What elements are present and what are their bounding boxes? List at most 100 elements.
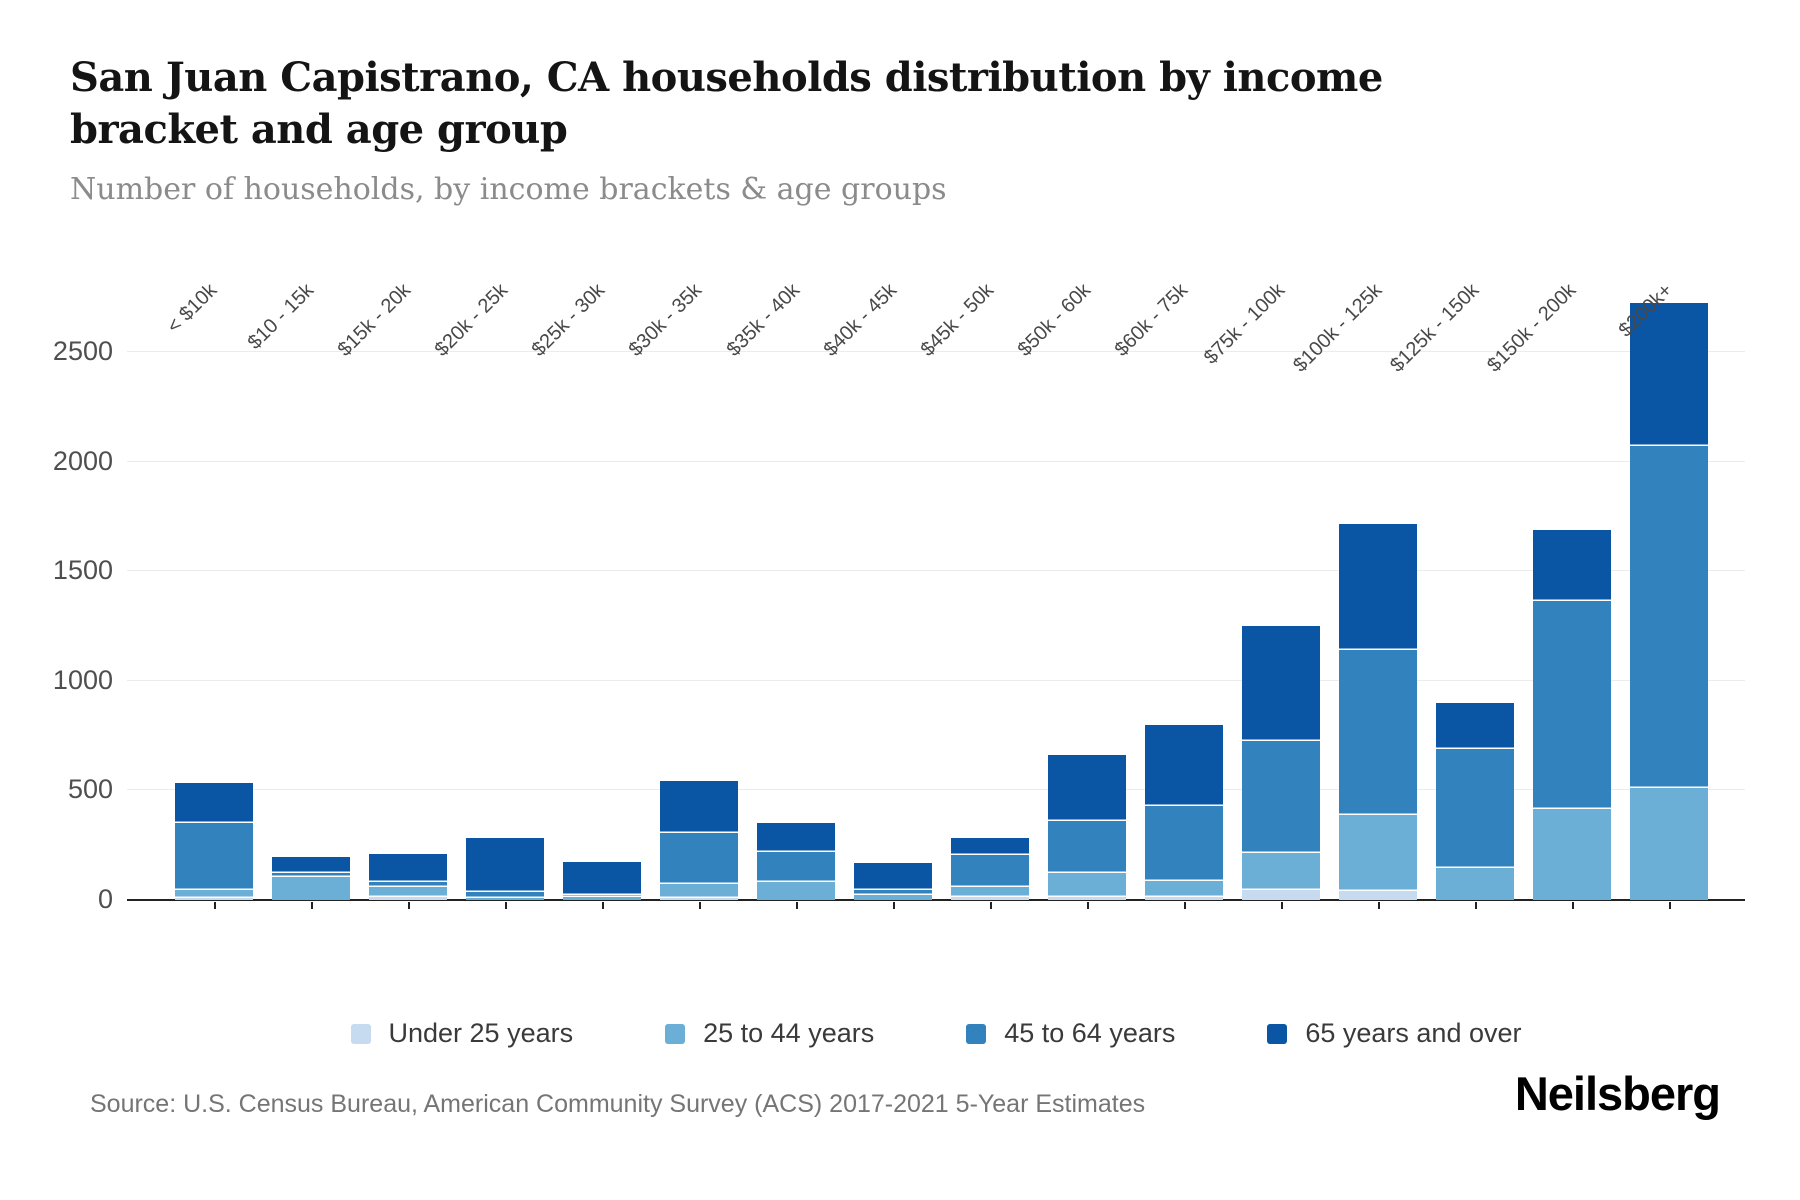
bar-segment[interactable] xyxy=(465,892,544,898)
x-axis-tick xyxy=(504,902,507,909)
legend-item[interactable]: 25 to 44 years xyxy=(665,1018,874,1049)
bar-segment[interactable] xyxy=(368,896,447,900)
bar-segment[interactable] xyxy=(1630,446,1709,789)
bar-segment[interactable] xyxy=(1242,741,1321,853)
stacked-bar xyxy=(1145,724,1224,900)
stacked-bar xyxy=(368,854,447,900)
bar-segment[interactable] xyxy=(1533,809,1612,900)
bar-segment[interactable] xyxy=(1242,626,1321,742)
bar-slot: $30k - 35k xyxy=(625,260,747,909)
x-axis-tick xyxy=(407,902,410,909)
legend-item[interactable]: 45 to 64 years xyxy=(966,1018,1175,1049)
stacked-bar xyxy=(174,782,253,900)
bar-segment[interactable] xyxy=(465,897,544,900)
bar-slot: $75k - 100k xyxy=(1200,260,1330,909)
bar-slot: < $10k xyxy=(163,260,262,909)
x-axis-tick xyxy=(1669,902,1672,909)
bar-segment[interactable] xyxy=(951,896,1030,900)
bar-segment[interactable] xyxy=(562,896,641,900)
legend-swatch-icon xyxy=(1267,1023,1288,1044)
bar-segment[interactable] xyxy=(1533,529,1612,601)
bar-segment[interactable] xyxy=(659,833,738,884)
bar-segment[interactable] xyxy=(756,851,835,883)
bar-segment[interactable] xyxy=(174,823,253,891)
bar-slot: $125k - 150k xyxy=(1386,260,1524,909)
legend-item[interactable]: 65 years and over xyxy=(1267,1018,1522,1049)
y-axis-label-0: 0 xyxy=(97,884,113,914)
bar-slot: $40k - 45k xyxy=(819,260,941,909)
bar-segment[interactable] xyxy=(853,894,932,900)
x-axis-tick xyxy=(1184,902,1187,909)
bar-segment[interactable] xyxy=(174,897,253,900)
stacked-bar xyxy=(1533,529,1612,900)
bar-segment[interactable] xyxy=(1145,805,1224,882)
bar-segment[interactable] xyxy=(951,886,1030,897)
stacked-bar xyxy=(1630,302,1709,900)
bar-segment[interactable] xyxy=(1048,872,1127,897)
legend-swatch-icon xyxy=(966,1023,987,1044)
bar-segment[interactable] xyxy=(659,897,738,900)
bar-segment[interactable] xyxy=(271,872,350,877)
x-axis-tick xyxy=(1475,902,1478,909)
bar-segment[interactable] xyxy=(271,857,350,873)
bar-segment[interactable] xyxy=(465,837,544,893)
legend-item[interactable]: Under 25 years xyxy=(350,1018,573,1049)
bar-segment[interactable] xyxy=(1436,702,1515,749)
bar-slot: $15k - 20k xyxy=(334,260,456,909)
stacked-bar xyxy=(756,823,835,900)
bar-segment[interactable] xyxy=(1339,891,1418,900)
bar-segment[interactable] xyxy=(1339,650,1418,815)
bar-segment[interactable] xyxy=(1145,896,1224,900)
bar-segment[interactable] xyxy=(1242,852,1321,891)
bar-segment[interactable] xyxy=(853,862,932,891)
bar-segment[interactable] xyxy=(174,890,253,898)
bar-segment[interactable] xyxy=(562,861,641,895)
bar-segment[interactable] xyxy=(756,882,835,900)
bar-segment[interactable] xyxy=(271,877,350,900)
bar-segment[interactable] xyxy=(368,882,447,887)
gridline-1500 xyxy=(127,570,1745,572)
bar-segment[interactable] xyxy=(1145,724,1224,806)
bar-segment[interactable] xyxy=(1630,788,1709,900)
source-note: Source: U.S. Census Bureau, American Com… xyxy=(90,1090,1146,1118)
bar-segment[interactable] xyxy=(1436,748,1515,869)
bar-segment[interactable] xyxy=(1533,600,1612,810)
bar-segment[interactable] xyxy=(562,894,641,897)
y-axis-label-2000: 2000 xyxy=(52,445,113,476)
x-axis-tick xyxy=(990,902,993,909)
bar-segment[interactable] xyxy=(1436,868,1515,900)
bar-segment[interactable] xyxy=(1339,814,1418,892)
x-axis-tick xyxy=(1087,902,1090,909)
bar-segment[interactable] xyxy=(174,782,253,824)
legend-label: 45 to 64 years xyxy=(1004,1018,1176,1048)
x-axis-tick xyxy=(213,902,216,909)
legend-swatch-icon xyxy=(350,1023,371,1044)
bar-segment[interactable] xyxy=(659,780,738,834)
bar-slot: $25k - 30k xyxy=(528,260,650,909)
y-axis-label-1000: 1000 xyxy=(52,664,113,695)
bar-segment[interactable] xyxy=(368,854,447,883)
bar-segment[interactable] xyxy=(1242,890,1321,900)
bar-segment[interactable] xyxy=(1339,524,1418,651)
bar-segment[interactable] xyxy=(1048,896,1127,900)
gridline-2500 xyxy=(127,351,1745,353)
bar-segment[interactable] xyxy=(1048,755,1127,822)
bar-segment[interactable] xyxy=(1048,821,1127,873)
x-axis-tick xyxy=(1281,902,1284,909)
x-axis-line xyxy=(127,899,1745,901)
bar-segment[interactable] xyxy=(951,837,1030,856)
chart-subtitle: Number of households, by income brackets… xyxy=(70,172,947,207)
legend: Under 25 years 25 to 44 years 45 to 64 yea… xyxy=(127,1018,1745,1049)
bar-segment[interactable] xyxy=(1145,881,1224,897)
bar-segment[interactable] xyxy=(368,886,447,897)
x-axis-tick xyxy=(892,902,895,909)
x-axis-tick xyxy=(1572,902,1575,909)
bars-container: < $10k $10 - 15k $15k - 20k $20k - 25k $25k … xyxy=(163,260,1718,909)
bar-segment[interactable] xyxy=(659,883,738,898)
bar-segment[interactable] xyxy=(853,890,932,895)
bar-slot: $200k+ xyxy=(1615,260,1718,909)
bar-segment[interactable] xyxy=(1630,302,1709,447)
bar-slot: $10 - 15k xyxy=(244,260,359,909)
bar-segment[interactable] xyxy=(951,855,1030,887)
bar-segment[interactable] xyxy=(756,823,835,852)
